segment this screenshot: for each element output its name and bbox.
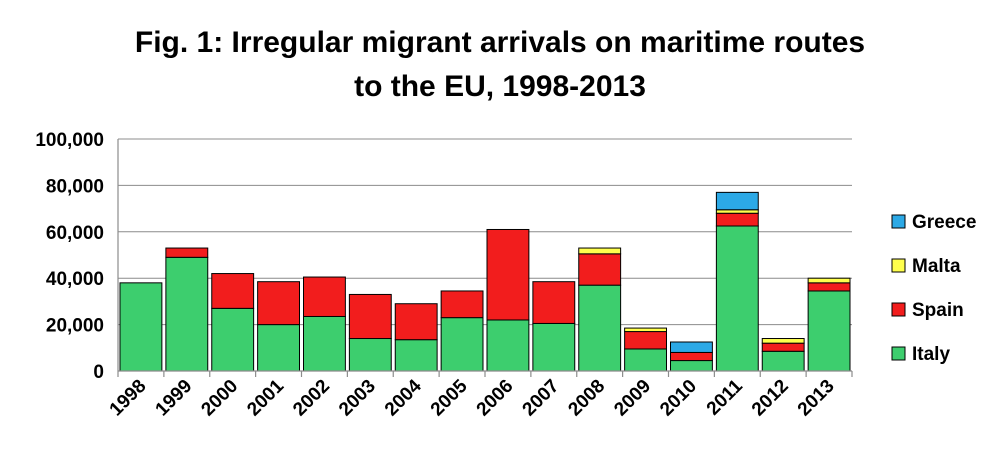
bar-spain-2006 — [486, 228, 530, 321]
bar-italy-2003 — [348, 338, 392, 372]
legend-label-italy: Italy — [912, 344, 950, 365]
bar-malta-2011 — [715, 209, 759, 214]
y-tick-label: 0 — [93, 362, 104, 383]
legend-swatch-spain — [891, 302, 906, 317]
bar-italy-2012 — [761, 350, 805, 372]
x-tick-label: 2008 — [564, 376, 609, 421]
bars — [119, 191, 851, 372]
bar-italy-2009 — [624, 348, 667, 372]
bar-malta-2009 — [624, 327, 667, 333]
bar-spain-2001 — [257, 281, 300, 326]
bar-spain-2004 — [394, 303, 438, 341]
bar-spain-2010 — [670, 351, 713, 362]
bar-spain-2000 — [211, 273, 255, 309]
x-tick-label: 2002 — [289, 376, 334, 421]
x-tick-label: 2000 — [197, 376, 242, 421]
legend-swatch-malta — [891, 258, 906, 273]
x-tick-label: 2007 — [519, 376, 564, 421]
y-axis-tick-labels: 0 20,000 40,000 60,000 80,000 100,000 — [35, 130, 104, 383]
bar-spain-2008 — [578, 253, 622, 286]
bar-italy-2008 — [578, 284, 622, 372]
x-axis-tick-labels: 1998 1999 2000 2001 2002 2003 2004 2005 2006 2007… — [106, 375, 839, 420]
bar-italy-2006 — [486, 319, 530, 372]
bar-italy-2002 — [303, 315, 346, 372]
x-tick-label: 2012 — [748, 376, 793, 421]
x-tick-label: 2004 — [381, 375, 426, 420]
x-tick-label: 2006 — [473, 376, 518, 421]
legend-label-greece: Greece — [912, 212, 976, 233]
x-tick-label: 1998 — [106, 376, 151, 421]
x-tick-label: 2013 — [794, 376, 839, 421]
y-tick-label: 100,000 — [35, 130, 104, 151]
legend-label-spain: Spain — [912, 300, 964, 321]
bar-spain-2012 — [761, 342, 805, 352]
bar-spain-1999 — [165, 247, 209, 258]
x-tick-label: 2003 — [335, 376, 380, 421]
legend: Greece Malta Spain Italy — [891, 212, 976, 365]
bar-italy-2010 — [670, 360, 713, 372]
axes — [117, 139, 853, 377]
x-tick-label: 2009 — [610, 376, 655, 421]
bar-spain-2011 — [715, 212, 759, 227]
x-tick-label: 2010 — [656, 376, 701, 421]
y-tick-label: 80,000 — [46, 176, 104, 197]
y-tick-label: 40,000 — [46, 269, 104, 290]
x-tick-label: 2005 — [427, 375, 472, 420]
bar-italy-2005 — [440, 317, 484, 372]
chart-title-line-2: to the EU, 1998-2013 — [354, 70, 646, 103]
legend-label-malta: Malta — [912, 256, 961, 277]
x-tick-label: 2001 — [243, 375, 288, 420]
bar-italy-2001 — [257, 324, 300, 372]
bar-italy-2000 — [211, 307, 255, 372]
x-tick-label: 1999 — [152, 376, 197, 421]
bar-spain-2005 — [440, 290, 484, 319]
bar-greece-2011 — [715, 191, 759, 211]
bar-spain-2007 — [532, 281, 576, 324]
legend-swatch-italy — [891, 346, 906, 361]
bar-spain-2003 — [348, 293, 392, 340]
bar-italy-2007 — [532, 322, 576, 372]
bar-italy-2013 — [807, 290, 851, 372]
y-tick-label: 60,000 — [46, 223, 104, 244]
bar-greece-2010 — [670, 341, 713, 353]
x-tick-label: 2011 — [703, 375, 747, 419]
bar-italy-2011 — [715, 225, 759, 372]
bar-italy-2004 — [394, 339, 438, 372]
bar-spain-2013 — [807, 282, 851, 292]
legend-swatch-greece — [891, 214, 906, 229]
bar-spain-2002 — [303, 276, 346, 317]
bar-italy-1998 — [119, 282, 163, 372]
bar-malta-2008 — [578, 247, 622, 255]
y-tick-label: 20,000 — [46, 316, 104, 337]
chart-title-line-1: Fig. 1: Irregular migrant arrivals on ma… — [135, 26, 865, 59]
bar-malta-2012 — [761, 338, 805, 344]
bar-spain-2009 — [624, 331, 667, 350]
bar-italy-1999 — [165, 256, 209, 372]
bar-malta-2013 — [807, 277, 851, 284]
